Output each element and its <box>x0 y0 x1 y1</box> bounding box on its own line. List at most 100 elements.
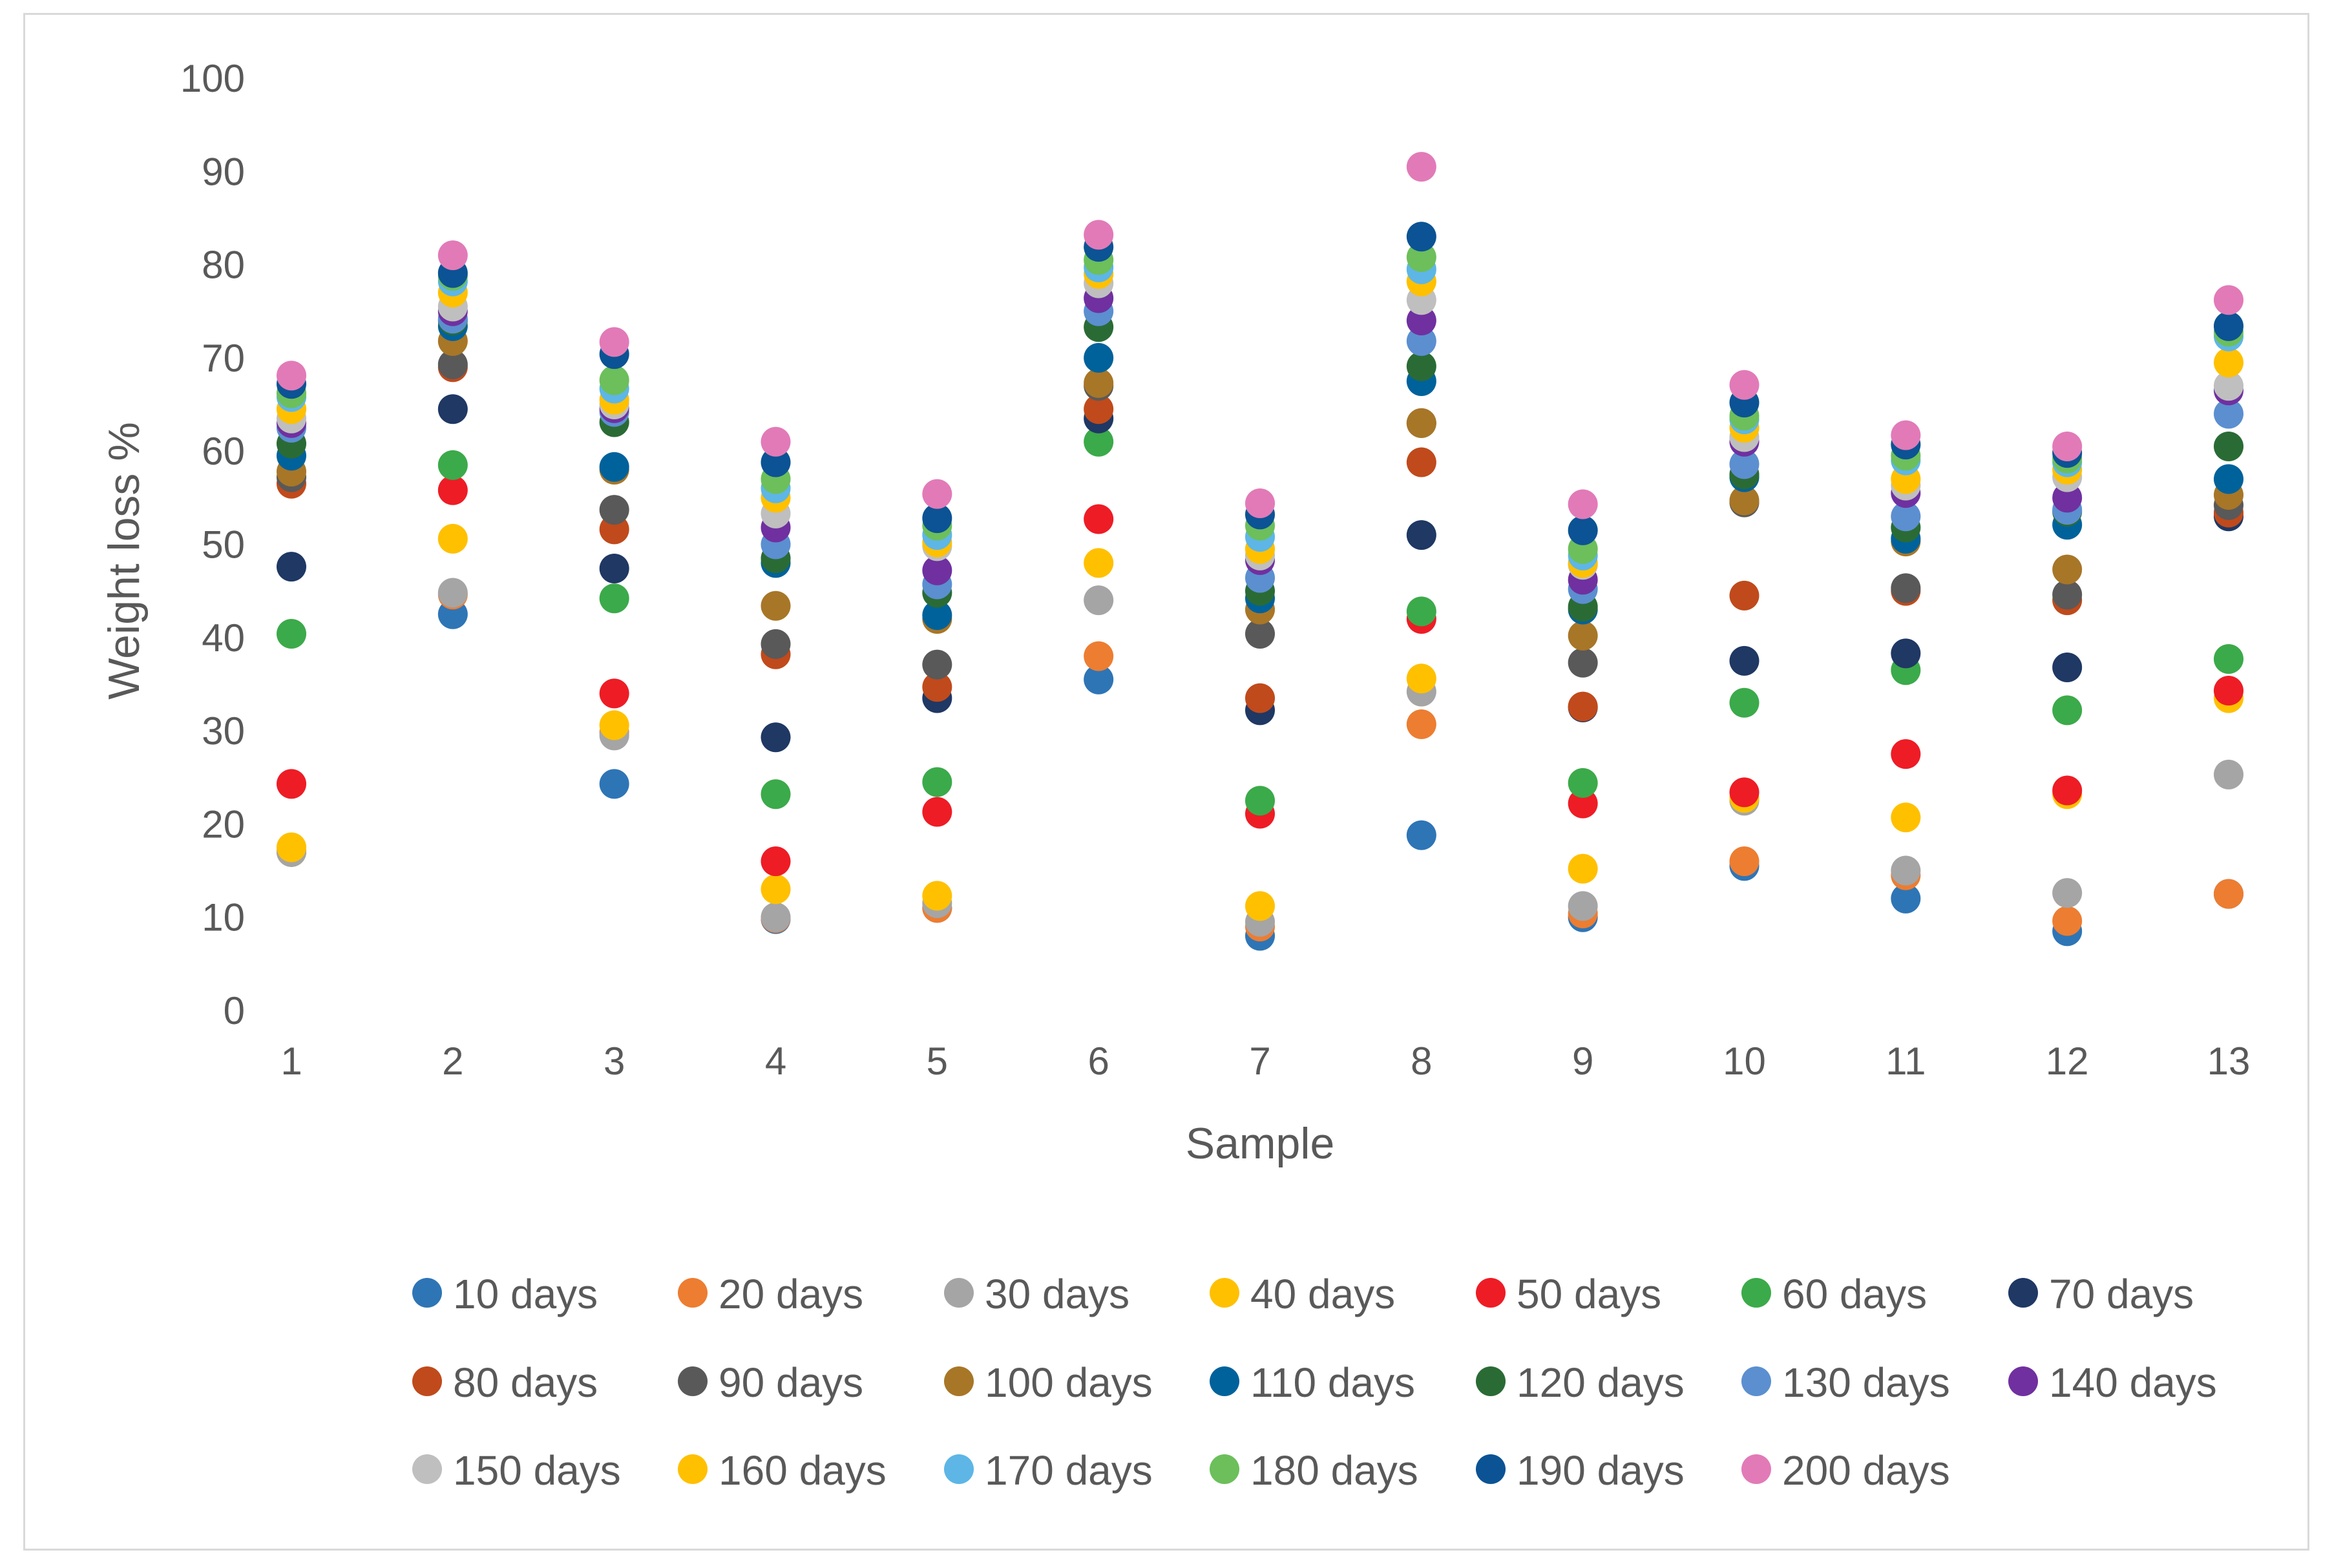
data-point <box>277 361 306 391</box>
y-tick-labels: 0 10 20 30 40 50 60 70 80 90 100 <box>180 57 245 1032</box>
data-point <box>2052 483 2083 513</box>
series-50-days <box>277 475 2243 877</box>
x-tick-label: 7 <box>1249 1040 1270 1083</box>
y-tick-label: 100 <box>180 57 245 100</box>
x-tick-labels: 1 2 3 4 5 6 7 8 9 10 11 12 13 <box>280 1040 2250 1083</box>
data-point <box>2214 311 2243 341</box>
y-tick-label: 60 <box>202 430 245 473</box>
data-point <box>1891 855 1921 886</box>
data-point <box>922 672 952 702</box>
y-tick-label: 70 <box>202 337 245 380</box>
data-point <box>2052 580 2083 610</box>
series-200-days <box>277 152 2243 519</box>
legend-marker <box>412 1278 442 1308</box>
data-point <box>2214 285 2243 315</box>
data-point <box>1729 449 1760 479</box>
legend-item: 60 days <box>1741 1271 1927 1317</box>
x-tick-label: 2 <box>442 1040 463 1083</box>
data-point <box>1891 420 1921 450</box>
legend-item: 10 days <box>412 1271 598 1317</box>
data-point <box>277 619 306 649</box>
legend-label: 160 days <box>719 1447 887 1494</box>
data-point <box>1406 820 1436 850</box>
y-tick-label: 30 <box>202 709 245 753</box>
legend-item: 160 days <box>678 1447 887 1494</box>
data-point <box>1084 664 1114 695</box>
data-point <box>2214 371 2243 401</box>
legend-marker <box>412 1454 442 1484</box>
data-points <box>277 152 2243 951</box>
data-point <box>1406 222 1436 252</box>
legend-item: 130 days <box>1741 1359 1950 1406</box>
data-point <box>1084 585 1114 616</box>
y-tick-label: 10 <box>202 896 245 939</box>
legend-marker <box>1476 1366 1506 1396</box>
data-point <box>761 779 791 810</box>
data-point <box>761 902 791 932</box>
data-point <box>2052 878 2083 908</box>
data-point <box>1891 883 1921 914</box>
x-tick-label: 11 <box>1886 1040 1926 1083</box>
legend-marker <box>1210 1278 1239 1308</box>
legend-label: 180 days <box>1250 1447 1418 1494</box>
legend-marker <box>678 1366 708 1396</box>
data-point <box>599 327 629 357</box>
x-tick-label: 13 <box>2207 1040 2251 1083</box>
data-point <box>437 523 468 554</box>
x-tick-label: 10 <box>1723 1040 1766 1083</box>
legend-item: 20 days <box>678 1271 863 1317</box>
data-point <box>2052 652 2083 682</box>
data-point <box>922 600 952 631</box>
data-point <box>1245 619 1275 649</box>
data-point <box>1406 596 1436 627</box>
data-point <box>1568 620 1598 651</box>
series-60-days <box>277 426 2243 816</box>
legend-label: 20 days <box>719 1271 863 1317</box>
legend-label: 140 days <box>2049 1359 2217 1406</box>
legend-label: 100 days <box>985 1359 1153 1406</box>
legend-item: 140 days <box>2008 1359 2217 1406</box>
data-point <box>1891 739 1921 769</box>
legend-marker <box>1476 1454 1506 1484</box>
legend-label: 70 days <box>2049 1271 2194 1317</box>
data-point <box>599 554 629 584</box>
legend-label: 50 days <box>1517 1271 1661 1317</box>
data-point <box>1084 220 1114 250</box>
legend-marker <box>944 1366 974 1396</box>
data-point <box>2052 695 2083 726</box>
data-point <box>1084 342 1114 373</box>
data-point <box>437 350 468 380</box>
legend-item: 40 days <box>1210 1271 1395 1317</box>
data-point <box>1084 426 1114 457</box>
legend-marker <box>678 1454 708 1484</box>
data-point <box>1891 501 1921 532</box>
y-tick-label: 20 <box>202 802 245 846</box>
legend-label: 190 days <box>1517 1447 1685 1494</box>
data-point <box>1729 580 1760 611</box>
data-point <box>1406 520 1436 550</box>
legend-item: 30 days <box>944 1271 1129 1317</box>
legend-label: 130 days <box>1782 1359 1950 1406</box>
data-point <box>1245 488 1275 519</box>
x-tick-label: 5 <box>927 1040 948 1083</box>
data-point <box>1568 853 1598 884</box>
data-point <box>277 832 306 862</box>
legend: 10 days 20 days 30 days 40 days 50 days 60 da… <box>412 1271 2217 1494</box>
data-point <box>922 881 952 911</box>
legend-label: 170 days <box>985 1447 1153 1494</box>
data-point <box>761 846 791 877</box>
data-point <box>599 769 629 799</box>
data-point <box>2052 554 2083 585</box>
data-point <box>922 479 952 509</box>
legend-item: 50 days <box>1476 1271 1661 1317</box>
data-point <box>1568 691 1598 722</box>
legend-label: 120 days <box>1517 1359 1685 1406</box>
x-tick-label: 4 <box>765 1040 786 1083</box>
data-point <box>2214 879 2243 909</box>
legend-label: 30 days <box>985 1271 1129 1317</box>
legend-marker <box>1741 1454 1771 1484</box>
legend-item: 120 days <box>1476 1359 1685 1406</box>
data-point <box>1084 368 1114 398</box>
legend-marker <box>944 1454 974 1484</box>
legend-label: 10 days <box>453 1271 598 1317</box>
